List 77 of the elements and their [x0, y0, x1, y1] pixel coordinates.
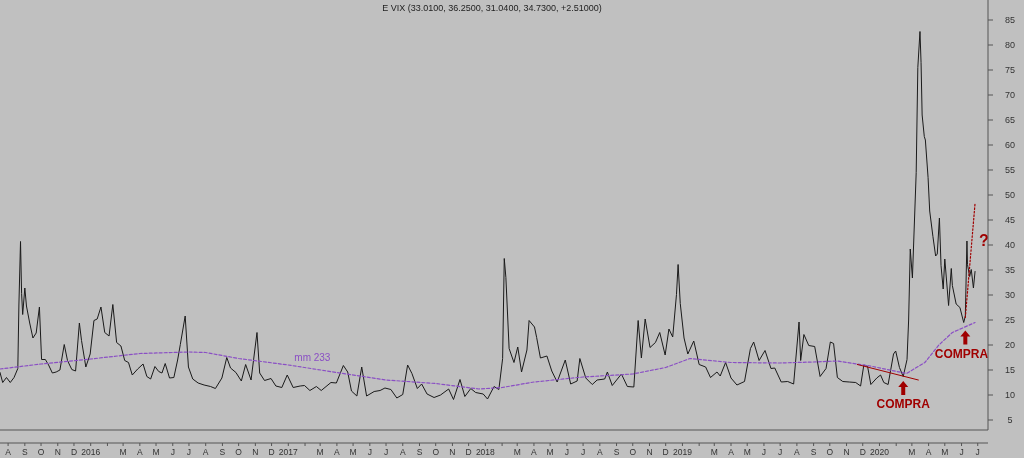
y-tick-label: 35 — [1004, 265, 1016, 275]
y-tick-label: 50 — [1004, 190, 1016, 200]
x-tick-label: J — [564, 447, 570, 457]
x-tick-label: 2016 — [81, 447, 101, 457]
x-tick-label: D — [465, 447, 472, 457]
x-tick-label: N — [646, 447, 653, 457]
x-tick-label: O — [826, 447, 834, 457]
x-tick-label: S — [22, 447, 28, 457]
x-tick-label: A — [334, 447, 341, 457]
y-tick-label: 20 — [1004, 340, 1016, 350]
x-tick-label: M — [546, 447, 554, 457]
x-tick-label: A — [794, 447, 801, 457]
x-tick-label: J — [959, 447, 964, 457]
x-tick-label: J — [778, 447, 783, 457]
y-tick-label: 60 — [1004, 140, 1016, 150]
x-tick-label: 2020 — [870, 447, 890, 457]
y-tick-label: 80 — [1004, 40, 1016, 50]
y-tick-label: 40 — [1004, 240, 1016, 250]
annotation: COMPRA — [934, 346, 989, 361]
x-tick-label: D — [859, 447, 866, 457]
y-tick-label: 10 — [1004, 390, 1016, 400]
y-tick-label: 75 — [1004, 65, 1016, 75]
y-tick-label: 25 — [1004, 315, 1016, 325]
x-tick-label: M — [941, 447, 949, 457]
x-tick-label: D — [268, 447, 275, 457]
x-tick-label: J — [367, 447, 372, 457]
x-tick-label: A — [202, 447, 209, 457]
chart-title: E VIX (33.0100, 36.2500, 31.0400, 34.7300, +2.51000) — [382, 3, 602, 13]
x-tick-label: N — [54, 447, 61, 457]
x-tick-label: N — [449, 447, 456, 457]
x-tick-label: D — [70, 447, 78, 457]
x-tick-label: M — [743, 447, 751, 457]
x-tick-label: M — [908, 447, 916, 457]
x-tick-label: A — [925, 447, 932, 457]
x-tick-label: J — [580, 447, 586, 457]
x-tick-label: A — [399, 447, 406, 457]
y-tick-label: 85 — [1004, 15, 1016, 25]
x-tick-label: A — [596, 447, 603, 457]
annotation: ? — [979, 232, 989, 249]
x-tick-label: M — [152, 447, 160, 457]
annotation: COMPRA — [876, 397, 931, 411]
y-tick-label: 30 — [1004, 290, 1016, 300]
x-tick-label: J — [761, 447, 767, 457]
x-tick-label: S — [219, 447, 226, 457]
series-label: mm 233 — [294, 352, 331, 363]
x-tick-label: 2019 — [672, 447, 693, 457]
x-tick-label: J — [170, 447, 175, 457]
x-tick-label: A — [137, 447, 143, 457]
y-tick-label: 70 — [1004, 90, 1016, 100]
y-tick-label: 15 — [1004, 365, 1016, 375]
x-tick-label: D — [662, 447, 669, 457]
x-tick-label: S — [416, 447, 423, 457]
x-tick-label: N — [843, 447, 850, 457]
x-tick-label: A — [5, 447, 12, 457]
x-tick-label: S — [810, 447, 817, 457]
y-tick-label: 45 — [1004, 215, 1016, 225]
x-tick-label: O — [629, 447, 637, 457]
x-tick-label: M — [710, 447, 718, 457]
x-tick-label: 2018 — [475, 447, 496, 457]
y-tick-label: 65 — [1004, 115, 1016, 125]
x-tick-label: J — [186, 447, 192, 457]
x-tick-label: O — [432, 447, 440, 457]
x-tick-label: 2017 — [278, 447, 299, 457]
x-tick-label: A — [531, 447, 538, 457]
x-tick-label: O — [37, 447, 45, 457]
y-tick-label: 5 — [1007, 415, 1013, 425]
y-tick-label: 55 — [1004, 165, 1016, 175]
x-tick-label: J — [383, 447, 389, 457]
x-tick-label: A — [728, 447, 735, 457]
x-tick-label: M — [513, 447, 521, 457]
x-tick-label: S — [613, 447, 620, 457]
x-tick-label: O — [235, 447, 243, 457]
x-tick-label: N — [252, 447, 259, 457]
x-tick-label: J — [975, 447, 980, 457]
x-tick-label: M — [119, 447, 127, 457]
x-tick-label: M — [316, 447, 324, 457]
x-tick-label: M — [349, 447, 357, 457]
